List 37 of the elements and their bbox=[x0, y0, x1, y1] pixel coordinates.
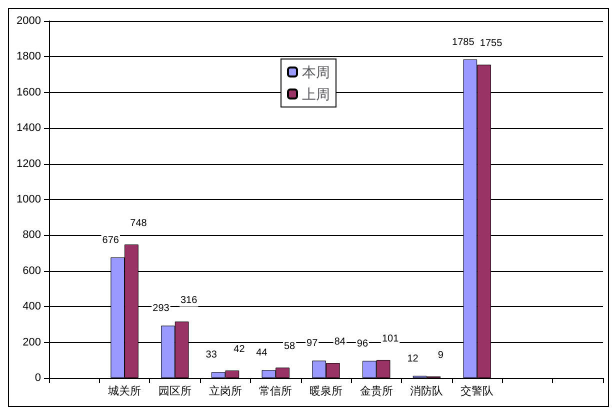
x-tick-label: 暖泉所 bbox=[310, 384, 342, 398]
x-tick-label: 常信所 bbox=[259, 384, 292, 398]
x-tick-label: 城关所 bbox=[107, 384, 142, 398]
y-tick-label: 600 bbox=[22, 264, 41, 277]
data-label: 1755 bbox=[480, 38, 503, 50]
y-tick-label: 2000 bbox=[16, 15, 41, 27]
data-label: 748 bbox=[130, 218, 148, 229]
y-tick-label: 0 bbox=[34, 372, 41, 384]
y-tick-label: 200 bbox=[22, 336, 41, 348]
data-label: 42 bbox=[234, 344, 246, 356]
data-label: 84 bbox=[334, 336, 346, 348]
data-label: 44 bbox=[256, 348, 268, 359]
y-tick-label: 1000 bbox=[16, 194, 41, 206]
y-tick-label: 1200 bbox=[16, 158, 41, 170]
data-label: 9 bbox=[438, 350, 444, 361]
y-tick-label: 1400 bbox=[16, 122, 41, 134]
data-label: 101 bbox=[382, 333, 400, 344]
x-tick-label: 金贵所 bbox=[360, 384, 393, 398]
y-tick-label: 800 bbox=[22, 229, 41, 242]
data-label: 96 bbox=[356, 338, 368, 350]
x-tick-label: 交警队 bbox=[460, 384, 494, 398]
data-label: 1785 bbox=[452, 36, 475, 48]
data-label: 12 bbox=[407, 353, 419, 364]
data-label: 676 bbox=[102, 234, 120, 246]
x-tick-label: 消防队 bbox=[410, 384, 444, 398]
x-tick-label: 立岗所 bbox=[208, 384, 242, 398]
y-tick-label: 400 bbox=[22, 300, 41, 313]
data-label: 58 bbox=[284, 341, 296, 352]
data-label: 97 bbox=[306, 338, 318, 350]
legend-label: 本周 bbox=[302, 64, 330, 80]
legend-label: 上周 bbox=[302, 86, 330, 102]
x-tick-label: 园区所 bbox=[158, 384, 192, 398]
data-label: 293 bbox=[152, 303, 170, 314]
data-label: 316 bbox=[180, 295, 198, 306]
y-tick-label: 1800 bbox=[16, 50, 41, 63]
y-tick-label: 1600 bbox=[16, 86, 41, 98]
data-label: 33 bbox=[206, 350, 218, 361]
